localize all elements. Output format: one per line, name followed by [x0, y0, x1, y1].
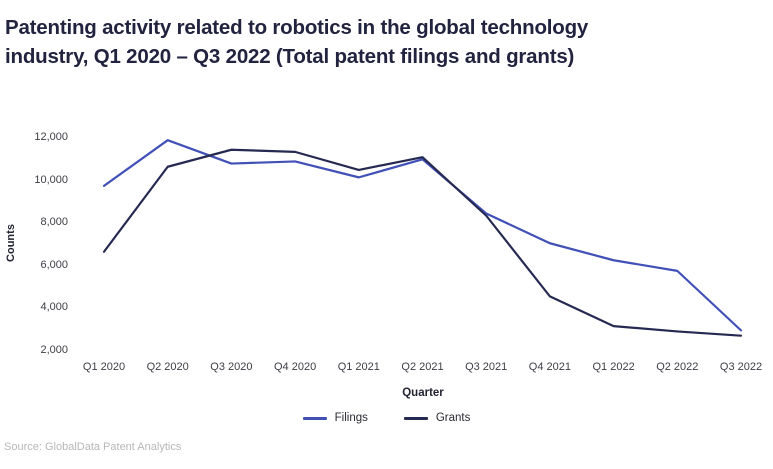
legend-item-filings: Filings [302, 412, 368, 424]
x-tick-label: Q4 2020 [273, 361, 317, 373]
y-tick-label: 12,000 [34, 131, 68, 143]
x-tick-label: Q3 2021 [465, 361, 508, 373]
x-tick-label: Q1 2020 [82, 361, 126, 373]
x-tick-label: Q4 2021 [528, 361, 571, 373]
legend-line-icon [403, 416, 428, 420]
legend: Filings Grants [0, 412, 773, 424]
x-tick-label: Q3 2020 [210, 361, 253, 373]
x-tick-label: Q2 2020 [146, 361, 189, 373]
source-note: Source: GlobalData Patent Analytics [4, 441, 182, 453]
legend-item-grants: Grants [403, 412, 471, 424]
legend-line-icon [302, 416, 327, 420]
y-tick-label: 2,000 [40, 343, 68, 356]
x-tick-label: Q2 2022 [656, 361, 699, 373]
y-tick-label: 8,000 [40, 216, 68, 228]
legend-label: Filings [334, 412, 368, 424]
x-tick-label: Q1 2021 [337, 361, 380, 373]
legend-label: Grants [435, 412, 471, 424]
y-tick-label: 4,000 [40, 301, 68, 313]
series-line-filings [102, 139, 743, 332]
y-tick-label: 6,000 [40, 258, 68, 271]
x-axis-title: Quarter [402, 387, 444, 399]
x-tick-label: Q3 2022 [719, 361, 763, 373]
x-tick-label: Q2 2021 [401, 361, 444, 373]
series-line-grants [102, 148, 743, 337]
chart-title: Patenting activity related to robotics i… [5, 16, 589, 68]
y-tick-label: 10,000 [34, 173, 68, 186]
x-tick-label: Q1 2022 [592, 361, 635, 373]
